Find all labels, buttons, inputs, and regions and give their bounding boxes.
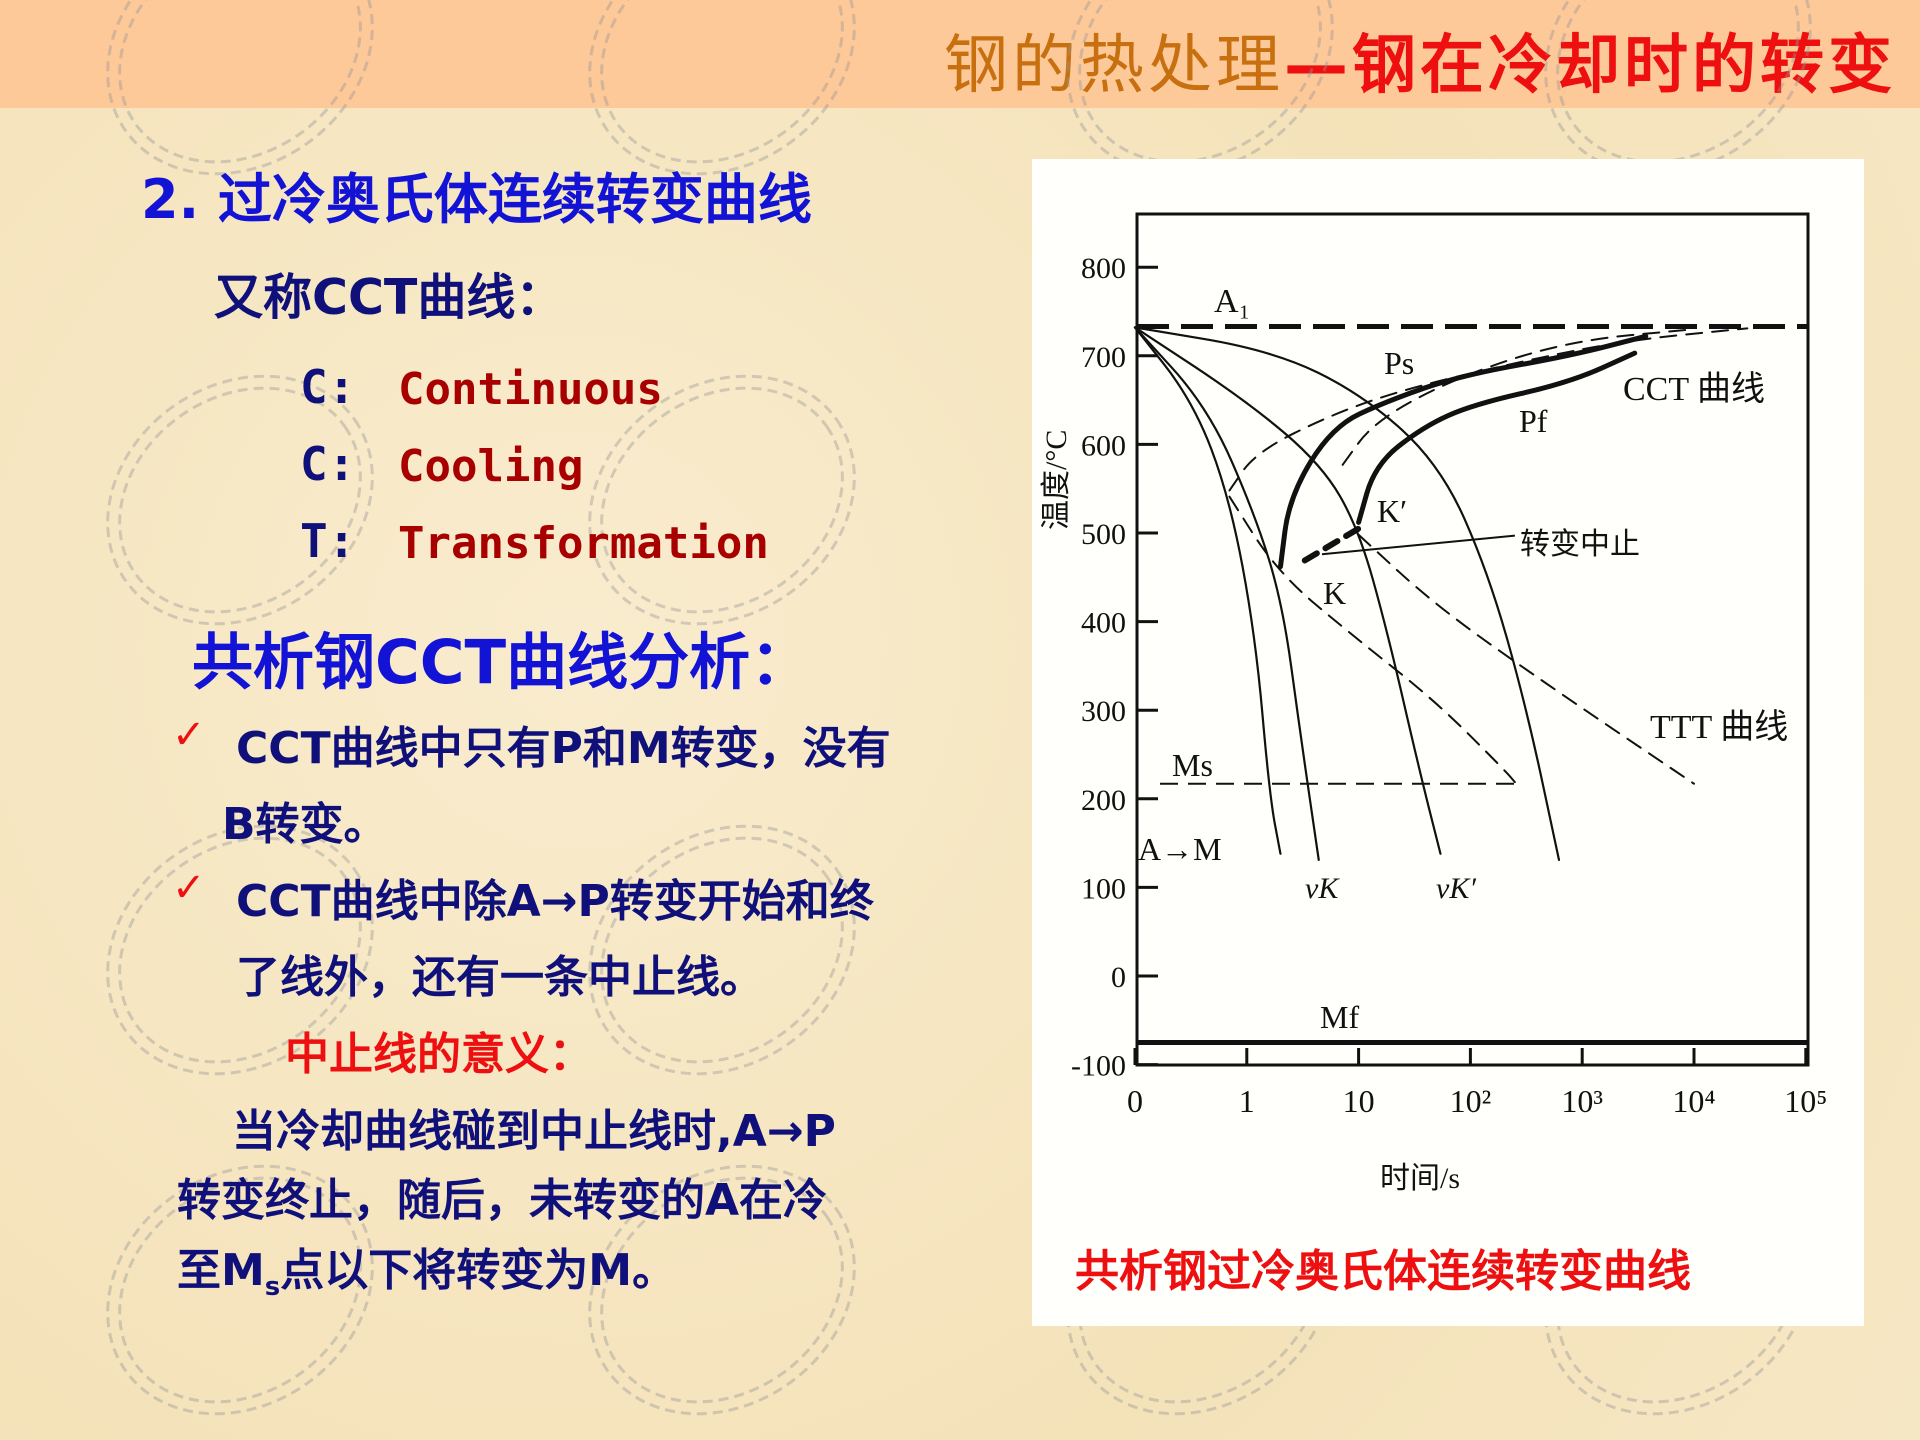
bullet-text: B转变。 [222, 799, 388, 850]
label-ms: Ms [1172, 747, 1213, 783]
bullet-text: 了线外，还有一条中止线。 [236, 952, 764, 1003]
figure-caption: 共析钢过冷奥氏体连续转变曲线 [1075, 1246, 1691, 1297]
analysis-heading: 共析钢CCT曲线分析： [192, 627, 812, 698]
acronym-word: Cooling [398, 441, 584, 492]
curve-cooling-4 [1133, 326, 1561, 862]
x-tick-label: 10⁴ [1672, 1083, 1715, 1119]
curve-ttt-start [1228, 327, 1749, 492]
curve-ttt-finish-lower [1357, 533, 1695, 785]
label-pf: Pf [1519, 403, 1548, 439]
y-tick-label: 300 [1081, 695, 1126, 728]
x-tick-label: 1 [1239, 1083, 1255, 1119]
paragraph-line: 当冷却曲线碰到中止线时,A→P [232, 1106, 836, 1157]
label-cct: CCT 曲线 [1623, 370, 1765, 408]
label-ps: Ps [1384, 345, 1414, 381]
curve-ps [1277, 333, 1649, 570]
curve-vkp [1133, 326, 1442, 855]
label-mf: Mf [1320, 999, 1359, 1035]
curve-ttt-start-lower [1228, 495, 1518, 785]
curve-ttt-finish [1341, 328, 1695, 466]
check-icon: ✓ [172, 865, 206, 911]
y-tick-label: 800 [1081, 252, 1126, 285]
x-tick-label: 10² [1450, 1083, 1492, 1119]
y-tick-label: 500 [1081, 518, 1126, 551]
x-tick-label: 10⁵ [1784, 1083, 1827, 1119]
y-axis-label: 温度/°C [1040, 430, 1073, 530]
paragraph-line: 至Ms点以下将转变为M。 [177, 1245, 677, 1302]
y-tick-label: 700 [1081, 341, 1126, 374]
x-tick-label: 10 [1343, 1083, 1375, 1119]
acronym-letter: T: [300, 514, 356, 568]
y-tick-label: -100 [1071, 1050, 1126, 1083]
label-stop: 转变中止 [1520, 528, 1640, 561]
acronym-letter: C: [300, 360, 356, 414]
label-am: A→M [1138, 831, 1222, 867]
bullet-text: CCT曲线中只有P和M转变，没有 [236, 723, 891, 774]
paragraph-line: 转变终止，随后，未转变的A在冷 [177, 1175, 828, 1226]
x-axis-label: 时间/s [1380, 1162, 1460, 1195]
label-kp: K′ [1377, 493, 1407, 529]
curve-stop-line [1301, 525, 1362, 564]
y-tick-label: 0 [1111, 961, 1126, 994]
label-vk: vK [1305, 872, 1340, 905]
y-tick-label: 100 [1081, 872, 1126, 905]
check-icon: ✓ [172, 712, 206, 758]
acronym-letter: C: [300, 437, 356, 491]
slide-header: 钢的热处理—钢在冷却时的转变 [0, 0, 1920, 108]
slide-title: 钢的热处理—钢在冷却时的转变 [944, 29, 1896, 103]
x-tick-label: 0 [1127, 1083, 1143, 1119]
stop-leader-line [1321, 534, 1515, 556]
y-tick-label: 200 [1081, 784, 1126, 817]
figure-panel [1032, 159, 1864, 1326]
acronym-word: Continuous [398, 364, 663, 415]
plot-frame [1135, 212, 1810, 1067]
y-tick-label: 600 [1081, 429, 1126, 462]
cct-alias: 又称CCT曲线： [214, 269, 565, 326]
y-tick-label: 400 [1081, 607, 1126, 640]
acronym-word: Transformation [398, 518, 769, 569]
label-vkp: vK′ [1436, 872, 1476, 905]
bullet-text: CCT曲线中除A→P转变开始和终 [236, 876, 874, 927]
label-k: K [1323, 575, 1346, 611]
curve-vk [1133, 326, 1320, 862]
section-title: 2. 过冷奥氏体连续转变曲线 [141, 168, 812, 231]
curve-cooling-1 [1133, 326, 1282, 855]
meaning-heading: 中止线的意义： [285, 1029, 593, 1080]
label-a1: A₁ [1214, 283, 1250, 320]
label-ttt: TTT 曲线 [1650, 708, 1788, 746]
curve-pf [1356, 350, 1638, 525]
x-tick-label: 10³ [1561, 1083, 1603, 1119]
